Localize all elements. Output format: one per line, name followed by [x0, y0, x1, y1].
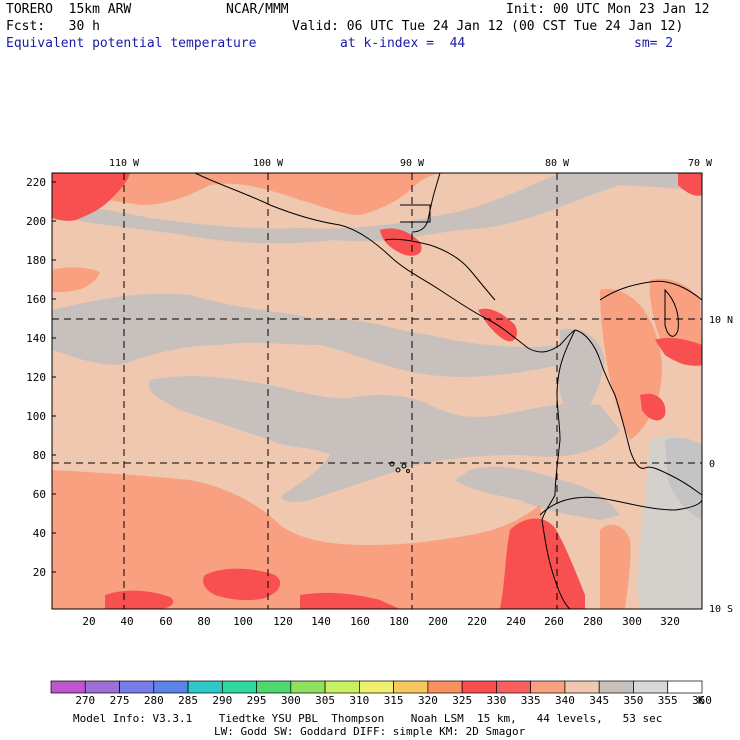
colorbar-swatch: [461, 680, 497, 694]
colorbar-value-label: 315: [383, 694, 404, 707]
colorbar-swatch: [256, 680, 292, 694]
colorbar-swatch: [496, 680, 532, 694]
colorbar-swatch: [667, 680, 703, 694]
model-info-line2: LW: Godd SW: Goddard DIFF: simple KM: 2D…: [214, 725, 526, 738]
colorbar-value-label: 355: [657, 694, 678, 707]
forecast-hour: Fcst: 30 h: [6, 19, 100, 34]
x-label: 220: [467, 615, 487, 628]
longitude-labels: 110 W 100 W 90 W 80 W 70 W: [109, 158, 713, 169]
colorbar-swatch: [427, 680, 463, 694]
x-label: 200: [428, 615, 448, 628]
y-label: 20: [33, 566, 46, 579]
x-label: 40: [120, 615, 133, 628]
x-label: 20: [82, 615, 95, 628]
colorbar-swatch: [598, 680, 634, 694]
y-label: 100: [26, 410, 46, 423]
lat-label: 10 S: [709, 604, 733, 615]
coastlines: [194, 173, 702, 609]
red-field-areas: [52, 173, 702, 609]
x-label: 300: [622, 615, 642, 628]
colorbar-value-label: 275: [109, 694, 130, 707]
model-info-line1: Model Info: V3.3.1 Tiedtke YSU PBL Thomp…: [73, 712, 663, 725]
y-label: 220: [26, 176, 46, 189]
init-time: Init: 00 UTC Mon 23 Jan 12: [506, 2, 710, 17]
colorbar-swatch: [153, 680, 189, 694]
colorbar-swatch: [221, 680, 257, 694]
colorbar-value-label: 280: [143, 694, 164, 707]
model-title: TORERO 15km ARW: [6, 2, 132, 17]
colorbar-value-label: 305: [315, 694, 336, 707]
colorbar-value-label: 320: [417, 694, 438, 707]
colorbar-value-label: 290: [212, 694, 233, 707]
field-name: Equivalent potential temperature: [6, 36, 257, 51]
colorbar-value-label: 350: [623, 694, 644, 707]
latitude-labels: 10 N 0 10 S: [709, 315, 733, 615]
colorbar-swatch: [359, 680, 394, 694]
x-label: 100: [233, 615, 253, 628]
colorbar-value-label: 295: [246, 694, 267, 707]
lon-label: 70 W: [688, 158, 713, 169]
colorbar-swatch: [50, 680, 86, 694]
y-label: 140: [26, 332, 46, 345]
x-axis-labels: 20 40 60 80 100 120 140 160 180 200 220 …: [82, 615, 680, 628]
lat-label: 0: [709, 459, 715, 470]
axis-ticks: [52, 181, 56, 573]
lon-label: 110 W: [109, 158, 140, 169]
colorbar-unit: K: [697, 694, 705, 707]
colorbar-value-label: 285: [178, 694, 198, 707]
colorbar-value-label: 345: [589, 694, 610, 707]
y-label: 160: [26, 293, 46, 306]
colorbar-value-label: 360: [692, 694, 712, 707]
colorbar-swatch: [564, 680, 600, 694]
colorbar-swatch: [119, 680, 155, 694]
y-label: 60: [33, 488, 46, 501]
colorbar-value-label: 330: [486, 694, 507, 707]
x-label: 80: [197, 615, 210, 628]
colorbar-value-label: 340: [555, 694, 575, 707]
colorbar-swatch: [187, 680, 223, 694]
x-label: 240: [506, 615, 526, 628]
colorbar-swatch: [633, 680, 669, 694]
map-frame: [51, 172, 703, 610]
colorbar-value-label: 335: [520, 694, 541, 707]
epot-map: 220 200 180 160 140 120 100 80 60 40 20 …: [26, 158, 733, 694]
colorbar-value-label: 300: [280, 694, 301, 707]
center-label: NCAR/MMM: [226, 2, 289, 17]
lat-label: 10 N: [709, 315, 733, 326]
latlon-grid: [52, 173, 702, 609]
y-label: 40: [33, 527, 46, 540]
level-label: at k-index = 44: [340, 36, 466, 51]
gray-field-areas: [52, 173, 702, 520]
colorbar-swatch: [84, 680, 120, 694]
colorbar-swatch: [393, 680, 429, 694]
x-label: 280: [583, 615, 603, 628]
x-label: 120: [273, 615, 293, 628]
y-axis-labels: 220 200 180 160 140 120 100 80 60 40 20: [26, 176, 46, 579]
lon-label: 90 W: [400, 158, 425, 169]
colorbar-swatch: [324, 680, 360, 694]
x-label: 320: [660, 615, 680, 628]
lon-label: 80 W: [545, 158, 570, 169]
colorbar-swatch: [530, 680, 566, 694]
colorbar-swatch: [290, 680, 326, 694]
galapagos-islands: [389, 461, 410, 473]
lon-label: 100 W: [253, 158, 284, 169]
colorbar-value-label: 270: [75, 694, 96, 707]
colorbar-value-label: 325: [452, 694, 473, 707]
x-label: 180: [389, 615, 409, 628]
x-label: 160: [350, 615, 370, 628]
x-label: 140: [311, 615, 331, 628]
dark-gray-areas: [665, 437, 702, 520]
y-label: 180: [26, 254, 46, 267]
colorbar-value-label: 310: [349, 694, 370, 707]
valid-time: Valid: 06 UTC Tue 24 Jan 12 (00 CST Tue …: [292, 19, 684, 34]
x-label: 260: [544, 615, 564, 628]
colorbar: [50, 680, 703, 694]
y-label: 120: [26, 371, 46, 384]
x-label: 60: [159, 615, 172, 628]
y-label: 80: [33, 449, 46, 462]
y-label: 200: [26, 215, 46, 228]
smoothing-label: sm= 2: [634, 36, 674, 51]
